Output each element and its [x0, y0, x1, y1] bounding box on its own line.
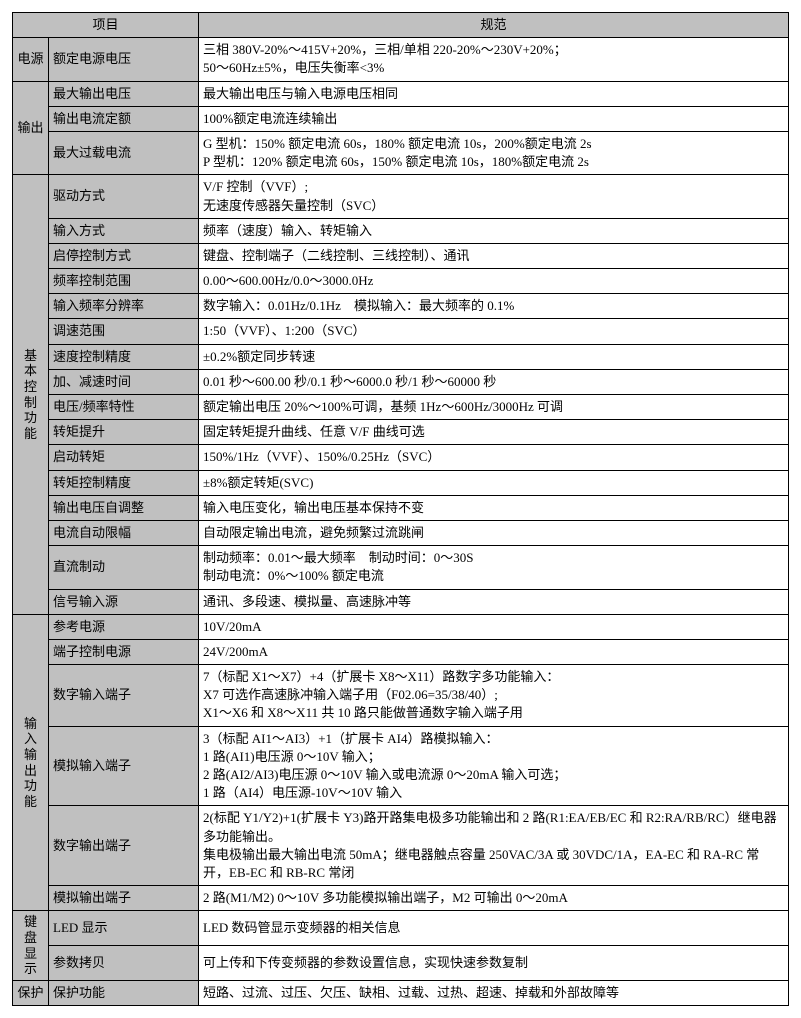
- spec-cell: 100%额定电流连续输出: [199, 106, 789, 131]
- spec-cell: 键盘、控制端子（二线控制、三线控制）、通讯: [199, 243, 789, 268]
- spec-cell: 可上传和下传变频器的参数设置信息，实现快速参数复制: [199, 946, 789, 981]
- table-row: 键盘显示LED 显示LED 数码管显示变频器的相关信息: [13, 911, 789, 946]
- table-row: 电源额定电源电压三相 380V-20%～415V+20%，三相/单相 220-2…: [13, 38, 789, 81]
- spec-cell: 150%/1Hz（VVF）、150%/0.25Hz（SVC）: [199, 445, 789, 470]
- item-cell: 转矩控制精度: [49, 470, 199, 495]
- item-cell: 加、减速时间: [49, 369, 199, 394]
- item-cell: 额定电源电压: [49, 38, 199, 81]
- table-row: 模拟输出端子2 路(M1/M2) 0～10V 多功能模拟输出端子，M2 可输出 …: [13, 886, 789, 911]
- table-row: 数字输入端子7（标配 X1～X7）+4（扩展卡 X8～X11）路数字多功能输入：…: [13, 665, 789, 727]
- item-cell: 参考电源: [49, 614, 199, 639]
- spec-cell: 最大输出电压与输入电源电压相同: [199, 81, 789, 106]
- spec-cell: 输入电压变化，输出电压基本保持不变: [199, 495, 789, 520]
- header-spec: 规范: [199, 13, 789, 38]
- table-row: 启停控制方式键盘、控制端子（二线控制、三线控制）、通讯: [13, 243, 789, 268]
- spec-cell: 短路、过流、过压、欠压、缺相、过载、过热、超速、掉载和外部故障等: [199, 980, 789, 1005]
- item-cell: 启停控制方式: [49, 243, 199, 268]
- table-row: 保护保护功能短路、过流、过压、欠压、缺相、过载、过热、超速、掉载和外部故障等: [13, 980, 789, 1005]
- table-row: 转矩控制精度±8%额定转矩(SVC): [13, 470, 789, 495]
- spec-cell: 10V/20mA: [199, 614, 789, 639]
- item-cell: 信号输入源: [49, 589, 199, 614]
- table-row: 基本控制功能驱动方式V/F 控制（VVF）;无速度传感器矢量控制（SVC）: [13, 175, 789, 218]
- item-cell: 输出电流定额: [49, 106, 199, 131]
- spec-cell: 2(标配 Y1/Y2)+1(扩展卡 Y3)路开路集电极多功能输出和 2 路(R1…: [199, 806, 789, 886]
- category-cell: 基本控制功能: [13, 175, 49, 614]
- item-cell: 参数拷贝: [49, 946, 199, 981]
- item-cell: 最大过载电流: [49, 131, 199, 174]
- item-cell: 输入频率分辨率: [49, 294, 199, 319]
- table-row: 输入输出功能参考电源10V/20mA: [13, 614, 789, 639]
- spec-cell: ±0.2%额定同步转速: [199, 344, 789, 369]
- table-row: 电压/频率特性额定输出电压 20%～100%可调，基频 1Hz～600Hz/30…: [13, 395, 789, 420]
- table-row: 输入频率分辨率数字输入：0.01Hz/0.1Hz 模拟输入：最大频率的 0.1%: [13, 294, 789, 319]
- table-row: 调速范围1:50（VVF）、1:200（SVC）: [13, 319, 789, 344]
- item-cell: 频率控制范围: [49, 269, 199, 294]
- item-cell: 启动转矩: [49, 445, 199, 470]
- item-cell: 转矩提升: [49, 420, 199, 445]
- table-row: 最大过载电流G 型机：150% 额定电流 60s，180% 额定电流 10s，2…: [13, 131, 789, 174]
- table-row: 数字输出端子2(标配 Y1/Y2)+1(扩展卡 Y3)路开路集电极多功能输出和 …: [13, 806, 789, 886]
- table-row: 直流制动制动频率：0.01～最大频率 制动时间：0～30S制动电流：0%～100…: [13, 546, 789, 589]
- spec-cell: 0.01 秒～600.00 秒/0.1 秒～6000.0 秒/1 秒～60000…: [199, 369, 789, 394]
- item-cell: 输出电压自调整: [49, 495, 199, 520]
- item-cell: 调速范围: [49, 319, 199, 344]
- spec-cell: V/F 控制（VVF）;无速度传感器矢量控制（SVC）: [199, 175, 789, 218]
- spec-table: 项目规范电源额定电源电压三相 380V-20%～415V+20%，三相/单相 2…: [12, 12, 789, 1006]
- spec-cell: 数字输入：0.01Hz/0.1Hz 模拟输入：最大频率的 0.1%: [199, 294, 789, 319]
- spec-cell: LED 数码管显示变频器的相关信息: [199, 911, 789, 946]
- spec-cell: 制动频率：0.01～最大频率 制动时间：0～30S制动电流：0%～100% 额定…: [199, 546, 789, 589]
- item-cell: 直流制动: [49, 546, 199, 589]
- category-cell: 输入输出功能: [13, 614, 49, 911]
- table-row: 端子控制电源24V/200mA: [13, 639, 789, 664]
- item-cell: 电流自动限幅: [49, 520, 199, 545]
- spec-cell: 三相 380V-20%～415V+20%，三相/单相 220-20%～230V+…: [199, 38, 789, 81]
- spec-cell: ±8%额定转矩(SVC): [199, 470, 789, 495]
- spec-cell: 1:50（VVF）、1:200（SVC）: [199, 319, 789, 344]
- item-cell: 模拟输入端子: [49, 726, 199, 806]
- table-row: 加、减速时间0.01 秒～600.00 秒/0.1 秒～6000.0 秒/1 秒…: [13, 369, 789, 394]
- table-row: 速度控制精度±0.2%额定同步转速: [13, 344, 789, 369]
- table-row: 输出电流定额100%额定电流连续输出: [13, 106, 789, 131]
- spec-cell: 7（标配 X1～X7）+4（扩展卡 X8～X11）路数字多功能输入：X7 可选作…: [199, 665, 789, 727]
- category-cell: 保护: [13, 980, 49, 1005]
- spec-cell: 0.00～600.00Hz/0.0～3000.0Hz: [199, 269, 789, 294]
- table-row: 模拟输入端子3（标配 AI1～AI3）+1（扩展卡 AI4）路模拟输入：1 路(…: [13, 726, 789, 806]
- spec-cell: 24V/200mA: [199, 639, 789, 664]
- item-cell: 驱动方式: [49, 175, 199, 218]
- table-row: 输出电压自调整输入电压变化，输出电压基本保持不变: [13, 495, 789, 520]
- table-row: 输入方式频率（速度）输入、转矩输入: [13, 218, 789, 243]
- spec-cell: 2 路(M1/M2) 0～10V 多功能模拟输出端子，M2 可输出 0～20mA: [199, 886, 789, 911]
- category-cell: 键盘显示: [13, 911, 49, 980]
- spec-cell: 额定输出电压 20%～100%可调，基频 1Hz～600Hz/3000Hz 可调: [199, 395, 789, 420]
- spec-cell: 自动限定输出电流，避免频繁过流跳闸: [199, 520, 789, 545]
- item-cell: 模拟输出端子: [49, 886, 199, 911]
- table-row: 电流自动限幅自动限定输出电流，避免频繁过流跳闸: [13, 520, 789, 545]
- item-cell: 数字输入端子: [49, 665, 199, 727]
- spec-cell: 3（标配 AI1～AI3）+1（扩展卡 AI4）路模拟输入：1 路(AI1)电压…: [199, 726, 789, 806]
- header-item: 项目: [13, 13, 199, 38]
- item-cell: 电压/频率特性: [49, 395, 199, 420]
- category-cell: 输出: [13, 81, 49, 175]
- item-cell: LED 显示: [49, 911, 199, 946]
- item-cell: 输入方式: [49, 218, 199, 243]
- spec-cell: 通讯、多段速、模拟量、高速脉冲等: [199, 589, 789, 614]
- spec-cell: G 型机：150% 额定电流 60s，180% 额定电流 10s，200%额定电…: [199, 131, 789, 174]
- table-row: 信号输入源通讯、多段速、模拟量、高速脉冲等: [13, 589, 789, 614]
- item-cell: 保护功能: [49, 980, 199, 1005]
- spec-cell: 固定转矩提升曲线、任意 V/F 曲线可选: [199, 420, 789, 445]
- table-row: 转矩提升固定转矩提升曲线、任意 V/F 曲线可选: [13, 420, 789, 445]
- table-row: 频率控制范围0.00～600.00Hz/0.0～3000.0Hz: [13, 269, 789, 294]
- category-cell: 电源: [13, 38, 49, 81]
- item-cell: 数字输出端子: [49, 806, 199, 886]
- item-cell: 最大输出电压: [49, 81, 199, 106]
- table-row: 参数拷贝可上传和下传变频器的参数设置信息，实现快速参数复制: [13, 946, 789, 981]
- item-cell: 端子控制电源: [49, 639, 199, 664]
- table-row: 输出最大输出电压最大输出电压与输入电源电压相同: [13, 81, 789, 106]
- spec-cell: 频率（速度）输入、转矩输入: [199, 218, 789, 243]
- item-cell: 速度控制精度: [49, 344, 199, 369]
- table-row: 启动转矩150%/1Hz（VVF）、150%/0.25Hz（SVC）: [13, 445, 789, 470]
